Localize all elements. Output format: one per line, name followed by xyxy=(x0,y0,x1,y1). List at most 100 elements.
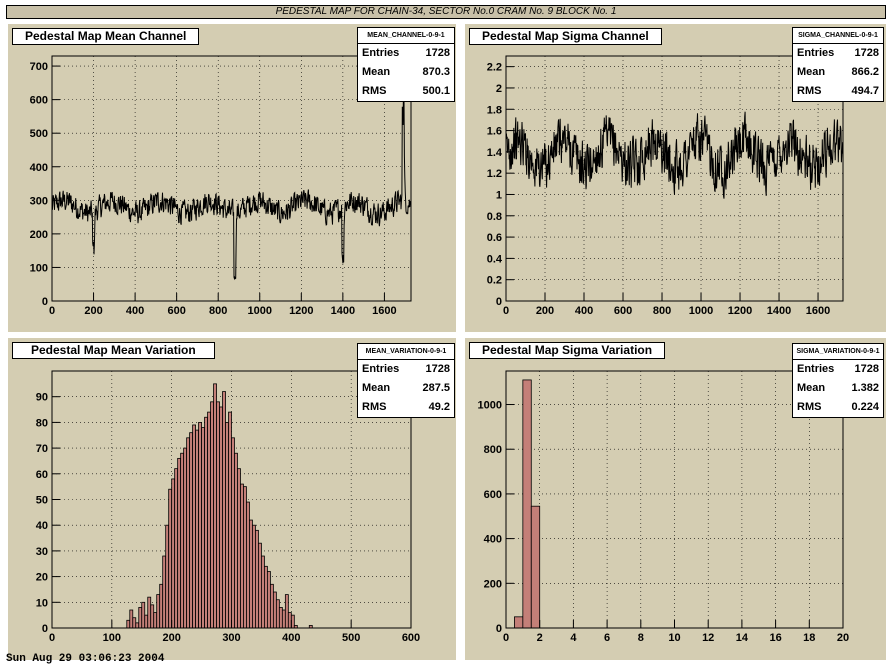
hist-bar xyxy=(222,391,226,629)
stats-entries-label: Entries xyxy=(797,47,835,59)
x-tick-label: 14 xyxy=(736,632,749,644)
x-tick-label: 1600 xyxy=(372,305,396,317)
x-tick-label: 1400 xyxy=(767,305,791,317)
plot-area xyxy=(52,56,411,301)
stats-rms-label: RMS xyxy=(362,401,387,413)
hist-title-sigma-variation: Pedestal Map Sigma Variation xyxy=(469,342,666,359)
stats-box-mean-channel: MEAN_CHANNEL-0-9-1 Entries 1728 Mean 870.3… xyxy=(357,27,455,102)
hist-bar xyxy=(177,457,182,629)
series-line xyxy=(505,111,844,199)
hist-bar xyxy=(132,617,137,629)
y-tick-label: 2.2 xyxy=(487,62,502,74)
hist-bar xyxy=(168,488,173,629)
hist-bar xyxy=(522,379,532,629)
y-tick-label: 1.2 xyxy=(487,168,502,180)
y-tick-label: 1.6 xyxy=(487,126,502,138)
stats-name: MEAN_CHANNEL-0-9-1 xyxy=(358,28,454,44)
stats-mean-value: 1.382 xyxy=(851,382,879,394)
stats-name: SIGMA_CHANNEL-0-9-1 xyxy=(793,28,883,44)
hist-bar xyxy=(216,401,220,629)
hist-bar xyxy=(144,614,149,629)
y-tick-label: 800 xyxy=(484,444,502,456)
hist-bar xyxy=(126,619,131,629)
x-tick-label: 200 xyxy=(536,305,554,317)
stats-mean-value: 866.2 xyxy=(851,66,879,78)
stats-rms-label: RMS xyxy=(797,401,822,413)
hist-bar xyxy=(153,612,158,629)
stats-entries-value: 1728 xyxy=(854,363,879,375)
x-tick-label: 18 xyxy=(803,632,815,644)
stats-mean-label: Mean xyxy=(797,66,826,78)
hist-title-sigma-channel: Pedestal Map Sigma Channel xyxy=(469,28,662,45)
page-title: PEDESTAL MAP FOR CHAIN-34, SECTOR No.0 C… xyxy=(6,5,886,19)
stats-entries-value: 1728 xyxy=(854,47,879,59)
hist-bar xyxy=(246,501,250,629)
stats-mean-label: Mean xyxy=(362,66,391,78)
y-tick-label: 2 xyxy=(496,83,502,95)
y-tick-label: 300 xyxy=(30,195,48,207)
x-tick-label: 0 xyxy=(49,632,55,644)
pad-mean-variation: 0 100 200 300 400 500 600 0 10 20 30 40 50 60 70 80 90 P… xyxy=(8,338,456,660)
x-tick-label: 300 xyxy=(222,632,240,644)
stats-name: MEAN_VARIATION-0-9-1 xyxy=(358,344,454,360)
series-line xyxy=(51,81,411,281)
hist-bar xyxy=(231,437,235,629)
stats-box-sigma-channel: SIGMA_CHANNEL-0-9-1 Entries 1728 Mean 866.… xyxy=(792,27,884,102)
hist-bar xyxy=(252,524,256,629)
y-tick-label: 80 xyxy=(36,417,48,429)
stats-rms-value: 0.224 xyxy=(851,401,879,413)
hist-bar xyxy=(284,594,289,629)
x-tick-label: 400 xyxy=(575,305,593,317)
y-tick-label: 30 xyxy=(36,546,48,558)
stats-entries-value: 1728 xyxy=(425,47,450,59)
x-tick-label: 1200 xyxy=(289,305,313,317)
stats-box-mean-variation: MEAN_VARIATION-0-9-1 Entries 1728 Mean 287… xyxy=(357,343,455,418)
x-tick-label: 6 xyxy=(604,632,610,644)
hist-bar xyxy=(162,555,167,629)
x-tick-label: 1600 xyxy=(806,305,830,317)
hist-bar xyxy=(258,542,262,629)
hist-bar xyxy=(135,622,140,629)
x-tick-label: 0 xyxy=(49,305,55,317)
y-tick-label: 10 xyxy=(36,597,48,609)
y-tick-label: 1000 xyxy=(478,400,502,412)
y-tick-label: 0.6 xyxy=(487,232,502,244)
y-tick-label: 0.8 xyxy=(487,211,502,223)
y-tick-label: 0 xyxy=(42,296,48,308)
x-tick-label: 1000 xyxy=(689,305,713,317)
x-tick-label: 8 xyxy=(638,632,644,644)
y-tick-label: 200 xyxy=(484,578,502,590)
pad-sigma-variation: 0 2 4 6 8 10 12 14 16 18 20 0 200 400 600 800 1000 Pedes… xyxy=(465,338,886,660)
y-tick-label: 50 xyxy=(36,495,48,507)
hist-bar xyxy=(255,529,259,629)
x-tick-label: 0 xyxy=(503,632,509,644)
stats-mean-label: Mean xyxy=(797,382,826,394)
x-tick-label: 500 xyxy=(342,632,360,644)
hist-bar xyxy=(234,452,238,629)
stats-mean-value: 287.5 xyxy=(422,382,450,394)
hist-bar xyxy=(150,604,155,629)
hist-bar xyxy=(174,468,179,629)
hist-bar xyxy=(129,609,134,629)
stats-box-sigma-variation: SIGMA_VARIATION-0-9-1 Entries 1728 Mean 1.… xyxy=(792,343,884,418)
hist-bar xyxy=(275,599,280,629)
x-tick-label: 800 xyxy=(653,305,671,317)
y-tick-label: 1.4 xyxy=(487,147,503,159)
x-tick-label: 10 xyxy=(668,632,680,644)
y-tick-label: 90 xyxy=(36,392,48,404)
y-tick-label: 400 xyxy=(30,162,48,174)
stats-entries-value: 1728 xyxy=(425,363,450,375)
y-tick-label: 500 xyxy=(30,128,48,140)
stats-entries-label: Entries xyxy=(797,363,835,375)
y-tick-label: 70 xyxy=(36,443,48,455)
x-tick-label: 2 xyxy=(537,632,543,644)
hist-bar xyxy=(180,452,185,629)
hist-bar xyxy=(237,468,241,629)
hist-bar xyxy=(243,486,247,629)
hist-bar xyxy=(156,594,161,629)
hist-bar xyxy=(198,422,202,629)
y-tick-label: 600 xyxy=(484,489,502,501)
x-tick-label: 100 xyxy=(103,632,121,644)
hist-bar xyxy=(207,411,211,629)
hist-title-mean-variation: Pedestal Map Mean Variation xyxy=(12,342,215,359)
